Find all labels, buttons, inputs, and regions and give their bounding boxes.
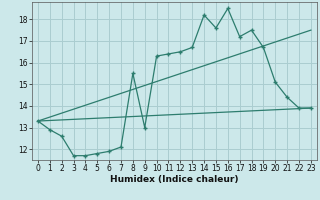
X-axis label: Humidex (Indice chaleur): Humidex (Indice chaleur) xyxy=(110,175,239,184)
